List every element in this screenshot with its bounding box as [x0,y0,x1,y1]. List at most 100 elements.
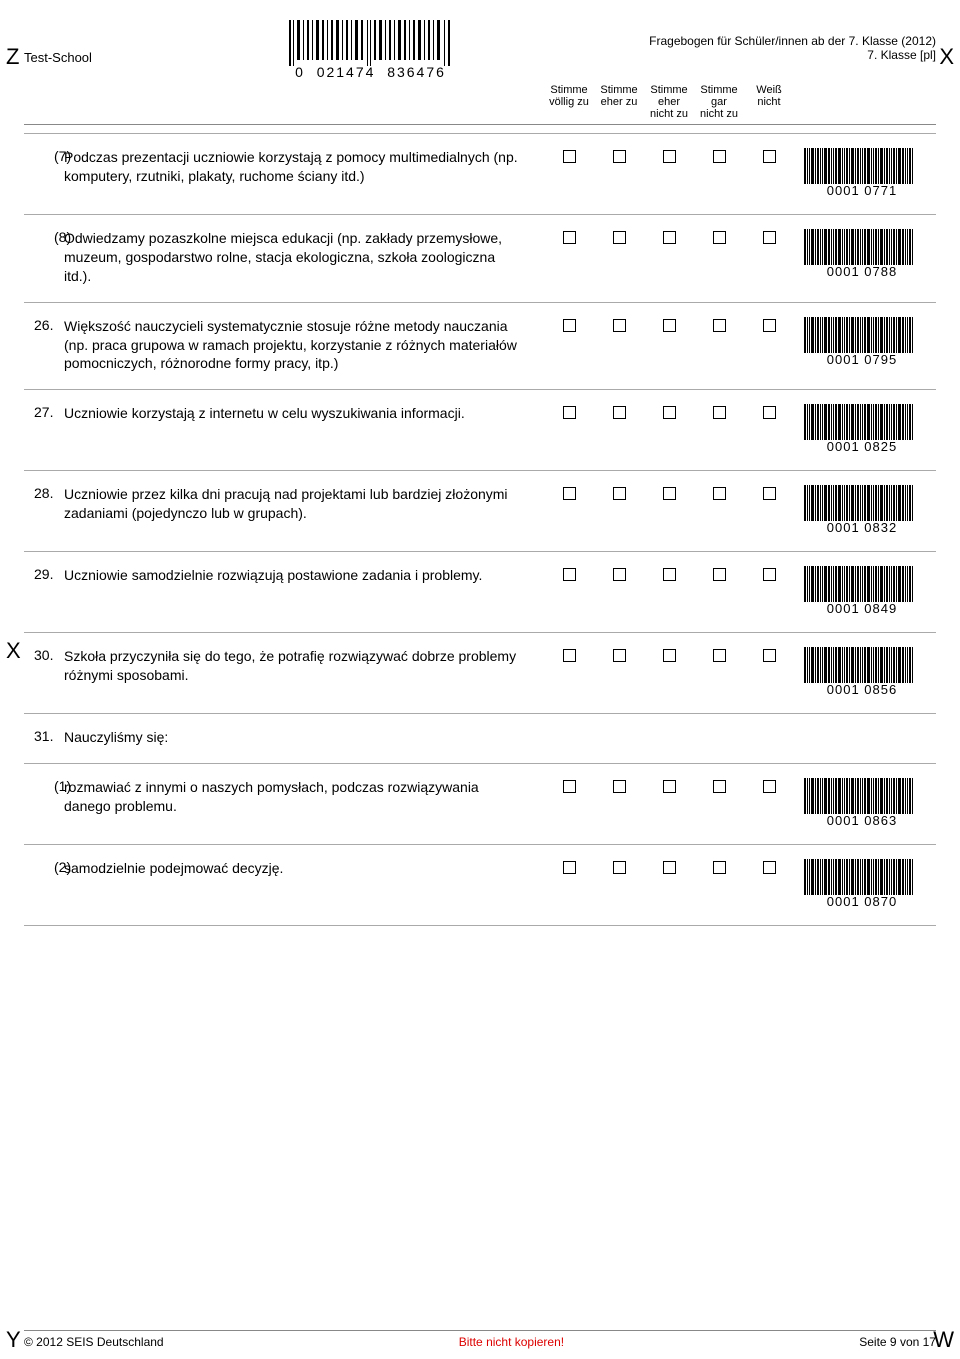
answer-checkbox[interactable] [663,780,676,793]
answer-checkbox[interactable] [613,568,626,581]
question-number: 26. [24,317,64,333]
header-meta: Fragebogen für Schüler/innen ab der 7. K… [649,20,936,62]
checkbox-cell [744,148,794,166]
corner-marker-z: Z [6,44,19,70]
main-barcode: 0 021474 836476 [281,20,461,80]
page: Z X X Y W Test-School [0,0,960,1359]
row-barcode: 0001 0825 [794,404,934,454]
question-number: 29. [24,566,64,582]
answer-checkbox[interactable] [563,568,576,581]
question-row: 26.Większość nauczycieli systematycznie … [24,302,936,390]
answer-checkbox[interactable] [713,231,726,244]
answer-checkbox[interactable] [663,406,676,419]
question-row: 29.Uczniowie samodzielnie rozwiązują pos… [24,551,936,632]
answer-checkbox[interactable] [763,568,776,581]
row-barcode-label: 0001 0863 [794,813,930,828]
answer-checkbox[interactable] [663,319,676,332]
answer-checkbox[interactable] [563,150,576,163]
checkbox-cell [694,566,744,584]
checkbox-cell [694,404,744,422]
answer-checkbox[interactable] [663,861,676,874]
answer-checkbox[interactable] [613,406,626,419]
barcode-icon [794,485,930,521]
question-text: Podczas prezentacji uczniowie korzystają… [64,148,544,186]
answer-checkbox[interactable] [763,150,776,163]
answer-checkbox[interactable] [663,649,676,662]
checkbox-cell [694,317,744,335]
answer-checkbox[interactable] [663,487,676,500]
row-barcode: 0001 0795 [794,317,934,367]
checkbox-cell [594,404,644,422]
row-barcode: 0001 0849 [794,566,934,616]
checkbox-cell [644,859,694,877]
answer-checkbox[interactable] [613,231,626,244]
answer-checkbox[interactable] [663,150,676,163]
answer-checkbox[interactable] [713,406,726,419]
checkbox-cell [594,647,644,665]
question-text: Uczniowie przez kilka dni pracują nad pr… [64,485,544,523]
checkbox-cell [644,566,694,584]
answer-checkbox[interactable] [563,487,576,500]
answer-checkbox[interactable] [563,861,576,874]
question-row: 27.Uczniowie korzystają z internetu w ce… [24,389,936,470]
answer-checkbox[interactable] [713,780,726,793]
answer-checkbox[interactable] [713,861,726,874]
checkbox-cell [544,317,594,335]
footer-center: Bitte nicht kopieren! [459,1335,564,1349]
answer-checkbox[interactable] [713,150,726,163]
answer-checkbox[interactable] [613,649,626,662]
checkbox-cell [744,566,794,584]
answer-checkbox[interactable] [613,150,626,163]
question-row: 31.Nauczyliśmy się: [24,713,936,763]
answer-checkbox[interactable] [563,319,576,332]
scale-col-3: Stimme eher nicht zu [644,84,694,120]
answer-checkbox[interactable] [563,649,576,662]
question-number: (7) [24,148,64,164]
barcode-icon [794,647,930,683]
answer-checkbox[interactable] [763,649,776,662]
barcode-icon [794,404,930,440]
header-line1: Fragebogen für Schüler/innen ab der 7. K… [649,34,936,48]
answer-checkbox[interactable] [563,406,576,419]
checkbox-cell [744,647,794,665]
question-text: samodzielnie podejmować decyzję. [64,859,544,878]
answer-checkbox[interactable] [763,406,776,419]
answer-checkbox[interactable] [713,649,726,662]
checkbox-cell [594,229,644,247]
answer-checkbox[interactable] [763,861,776,874]
answer-checkbox[interactable] [613,319,626,332]
answer-checkbox[interactable] [613,487,626,500]
corner-marker-x-left: X [6,638,21,664]
answer-checkbox[interactable] [563,231,576,244]
answer-checkbox[interactable] [763,319,776,332]
answer-checkbox[interactable] [713,568,726,581]
answer-checkbox[interactable] [663,568,676,581]
answer-checkbox[interactable] [663,231,676,244]
question-number: 27. [24,404,64,420]
row-barcode-label: 0001 0825 [794,439,930,454]
answer-checkbox[interactable] [763,487,776,500]
barcode-icon [794,148,930,184]
answer-checkbox[interactable] [563,780,576,793]
answer-checkbox[interactable] [613,861,626,874]
question-text: Uczniowie korzystają z internetu w celu … [64,404,544,423]
checkbox-cell [644,404,694,422]
scale-col-1: Stimme völlig zu [544,84,594,120]
answer-checkbox[interactable] [613,780,626,793]
row-barcode-label: 0001 0832 [794,520,930,535]
answer-checkbox[interactable] [713,319,726,332]
scale-col-5: Weiß nicht [744,84,794,120]
corner-marker-w: W [933,1327,954,1353]
page-footer: © 2012 SEIS Deutschland Bitte nicht kopi… [24,1330,936,1349]
checkbox-cell [544,566,594,584]
checkbox-cell [744,728,794,730]
answer-checkbox[interactable] [713,487,726,500]
answer-checkbox[interactable] [763,231,776,244]
checkbox-cell [694,778,744,796]
row-barcode: 0001 0863 [794,778,934,828]
answer-checkbox[interactable] [763,780,776,793]
checkbox-cell [544,859,594,877]
row-barcode: 0001 0856 [794,647,934,697]
question-number: 31. [24,728,64,744]
checkbox-cell [694,859,744,877]
